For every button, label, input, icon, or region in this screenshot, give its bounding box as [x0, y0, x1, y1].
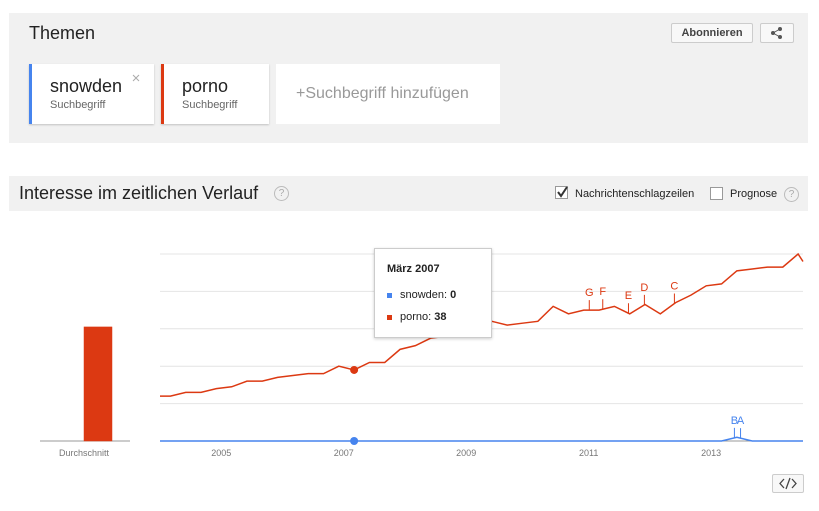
average-bar: [83, 326, 113, 442]
annotation-label: G: [585, 287, 594, 299]
topics-title: Themen: [29, 23, 96, 43]
term-name: porno: [182, 76, 229, 96]
tooltip-value: 38: [434, 311, 447, 323]
section-title: Interesse im zeitlichen Verlauf: [19, 183, 259, 203]
forecast-label: Prognose: [730, 188, 778, 200]
share-icon: [771, 27, 782, 39]
term-name: snowden: [50, 76, 123, 96]
legend-swatch: [387, 292, 392, 298]
annotation-label: A: [737, 415, 745, 427]
subscribe-button[interactable]: Abonnieren: [671, 23, 753, 43]
share-button[interactable]: [760, 23, 794, 43]
annotation-label: E: [625, 290, 632, 302]
tooltip-series: porno: [400, 311, 434, 323]
annotation-label: C: [670, 281, 678, 293]
help-icon[interactable]: ?: [274, 186, 289, 201]
embed-button[interactable]: [772, 474, 804, 493]
section-header: [9, 176, 808, 211]
annotation-label: D: [640, 282, 648, 294]
average-label: Durchschnitt: [59, 448, 110, 458]
checkbox[interactable]: [710, 187, 724, 201]
add-term[interactable]: +Suchbegriff hinzufügen: [276, 64, 500, 124]
tooltip-row: porno38: [387, 311, 447, 323]
tooltip-title: März 2007: [387, 263, 440, 275]
hover-point: [350, 365, 359, 374]
series-line: [160, 436, 803, 442]
annotation-label: B: [731, 415, 738, 427]
annotation-label: F: [599, 286, 606, 298]
hover-point: [350, 437, 359, 445]
term-card[interactable]: porno Suchbegriff: [161, 64, 269, 124]
embed-icon: [779, 477, 797, 490]
tooltip-value: 0: [450, 289, 457, 301]
x-tick-label: 2007: [334, 448, 354, 458]
help-icon[interactable]: ?: [784, 187, 799, 202]
x-tick-label: 2005: [211, 448, 231, 458]
x-tick-label: 2009: [456, 448, 476, 458]
news-label: Nachrichtenschlagzeilen: [575, 188, 695, 200]
term-type: Suchbegriff: [182, 99, 238, 111]
tooltip: März 2007 snowden0 porno38: [374, 248, 492, 338]
term-card[interactable]: snowden Suchbegriff: [29, 64, 154, 124]
tooltip-series: snowden: [400, 289, 450, 301]
x-tick-label: 2013: [701, 448, 721, 458]
legend-swatch: [387, 314, 392, 320]
x-tick-label: 2011: [579, 448, 598, 458]
checkbox-checked[interactable]: [555, 186, 569, 200]
term-type: Suchbegriff: [50, 99, 106, 111]
remove-icon[interactable]: [132, 74, 140, 82]
tooltip-row: snowden0: [387, 289, 456, 301]
